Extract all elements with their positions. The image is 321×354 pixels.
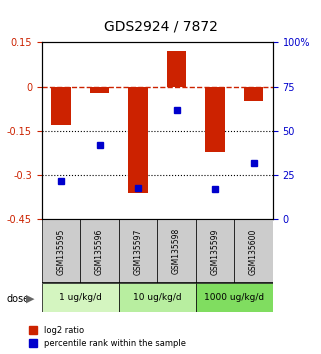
Bar [128, 87, 148, 193]
Text: 1 ug/kg/d: 1 ug/kg/d [59, 293, 102, 302]
Bar [205, 87, 225, 152]
Text: 10 ug/kg/d: 10 ug/kg/d [133, 293, 182, 302]
FancyBboxPatch shape [157, 219, 196, 283]
Bar [244, 87, 263, 102]
Text: dose: dose [6, 294, 30, 304]
Text: GSM135600: GSM135600 [249, 228, 258, 275]
Text: GSM135596: GSM135596 [95, 228, 104, 275]
Text: ▶: ▶ [26, 294, 34, 304]
Text: GSM135595: GSM135595 [56, 228, 65, 275]
Text: GSM135598: GSM135598 [172, 228, 181, 274]
Text: 1000 ug/kg/d: 1000 ug/kg/d [204, 293, 265, 302]
FancyBboxPatch shape [42, 283, 119, 312]
FancyBboxPatch shape [119, 283, 196, 312]
Bar [90, 87, 109, 93]
Legend: log2 ratio, percentile rank within the sample: log2 ratio, percentile rank within the s… [26, 323, 190, 352]
FancyBboxPatch shape [196, 283, 273, 312]
FancyBboxPatch shape [42, 219, 80, 283]
Text: GSM135597: GSM135597 [134, 228, 143, 275]
FancyBboxPatch shape [234, 219, 273, 283]
FancyBboxPatch shape [196, 219, 234, 283]
FancyBboxPatch shape [80, 219, 119, 283]
FancyBboxPatch shape [119, 219, 157, 283]
Bar [167, 51, 186, 87]
Bar [51, 87, 71, 125]
Text: GSM135599: GSM135599 [211, 228, 220, 275]
Text: GDS2924 / 7872: GDS2924 / 7872 [104, 19, 217, 34]
